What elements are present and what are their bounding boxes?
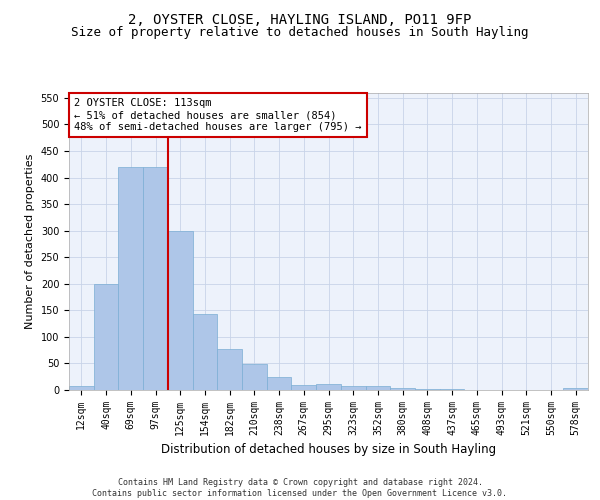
X-axis label: Distribution of detached houses by size in South Hayling: Distribution of detached houses by size … bbox=[161, 444, 496, 456]
Text: 2 OYSTER CLOSE: 113sqm
← 51% of detached houses are smaller (854)
48% of semi-de: 2 OYSTER CLOSE: 113sqm ← 51% of detached… bbox=[74, 98, 362, 132]
Bar bbox=[217, 349, 242, 390]
Bar bbox=[143, 167, 168, 390]
Bar bbox=[168, 230, 193, 390]
Bar bbox=[341, 386, 365, 390]
Bar bbox=[94, 284, 118, 390]
Bar bbox=[267, 377, 292, 390]
Bar bbox=[390, 388, 415, 390]
Text: 2, OYSTER CLOSE, HAYLING ISLAND, PO11 9FP: 2, OYSTER CLOSE, HAYLING ISLAND, PO11 9F… bbox=[128, 12, 472, 26]
Bar bbox=[242, 364, 267, 390]
Y-axis label: Number of detached properties: Number of detached properties bbox=[25, 154, 35, 329]
Bar bbox=[563, 388, 588, 390]
Bar bbox=[316, 384, 341, 390]
Text: Contains HM Land Registry data © Crown copyright and database right 2024.
Contai: Contains HM Land Registry data © Crown c… bbox=[92, 478, 508, 498]
Bar bbox=[193, 314, 217, 390]
Bar bbox=[292, 384, 316, 390]
Bar bbox=[69, 386, 94, 390]
Text: Size of property relative to detached houses in South Hayling: Size of property relative to detached ho… bbox=[71, 26, 529, 39]
Bar bbox=[118, 167, 143, 390]
Bar bbox=[415, 389, 440, 390]
Bar bbox=[365, 386, 390, 390]
